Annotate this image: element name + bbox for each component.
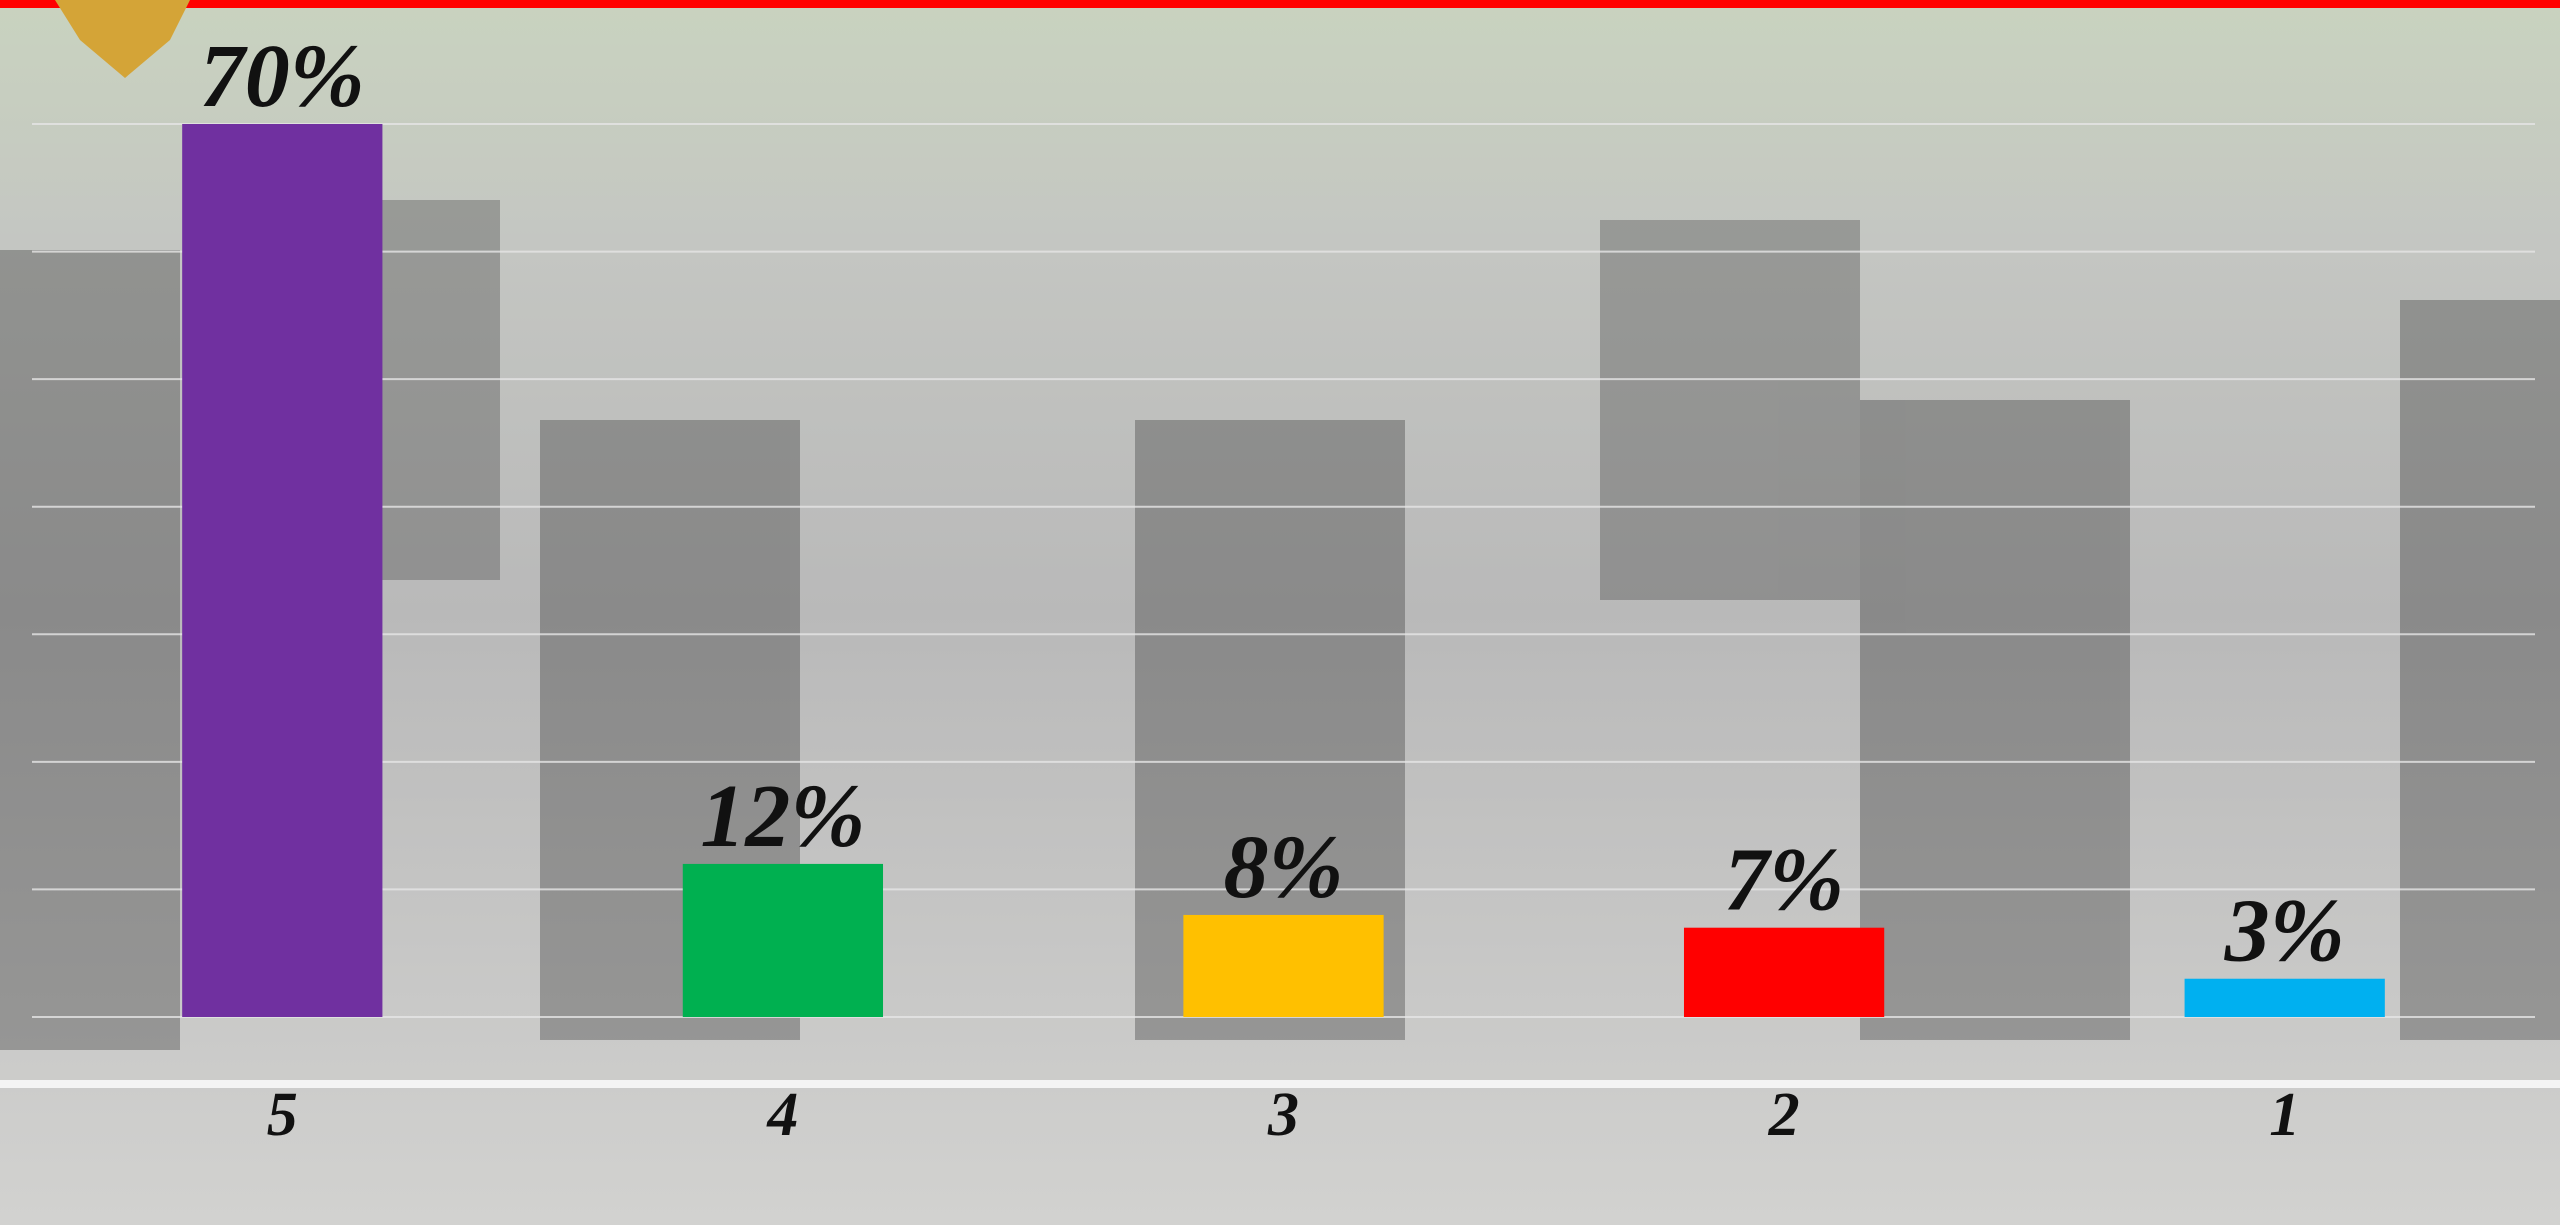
bar (682, 863, 884, 1017)
x-tick-label: 2 (1768, 1081, 1800, 1149)
bar (1683, 927, 1885, 1017)
x-tick-label: 4 (766, 1081, 798, 1149)
x-tick-label: 1 (2269, 1081, 2300, 1149)
value-label: 3% (2224, 882, 2345, 981)
bar (182, 124, 383, 1017)
bar (1183, 914, 1384, 1017)
ground-line (0, 1080, 2560, 1088)
value-label: 70% (200, 27, 365, 126)
x-tick-label: 5 (267, 1081, 298, 1149)
value-label: 12% (700, 767, 865, 866)
logo (55, 0, 190, 78)
top-bar (0, 0, 2560, 8)
bar (2184, 978, 2385, 1017)
value-label: 8% (1224, 818, 1344, 917)
background-figures (0, 200, 2560, 1050)
x-tick-label: 3 (1267, 1081, 1299, 1149)
value-label: 7% (1724, 831, 1844, 930)
